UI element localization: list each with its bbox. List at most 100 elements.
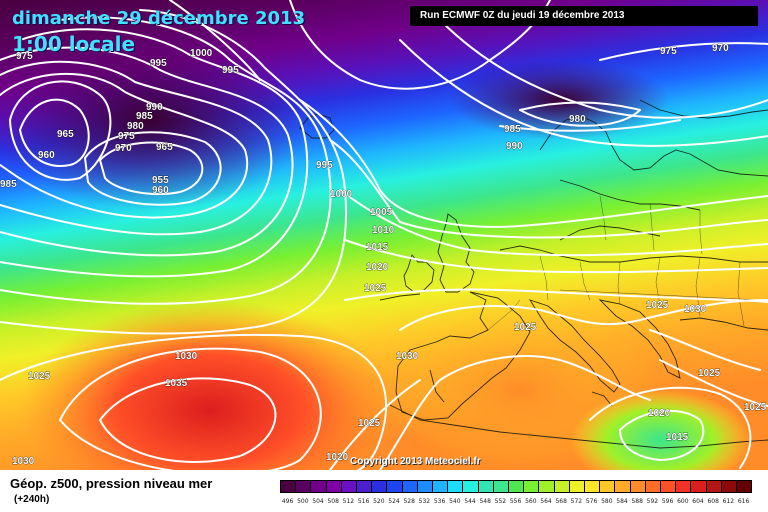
legend-swatch (644, 480, 661, 493)
legend-value: 564 (540, 498, 552, 505)
legend-swatch (432, 480, 449, 493)
legend-swatch (447, 480, 464, 493)
isobar-label: 970 (712, 43, 729, 54)
legend-value: 572 (570, 498, 583, 505)
legend-value: 500 (297, 498, 309, 505)
legend-swatch (538, 480, 555, 493)
isobar-label: 1030 (396, 351, 419, 362)
isobar-label: 1015 (666, 432, 689, 443)
legend-swatch (356, 480, 373, 493)
isobar-label: 1000 (190, 48, 213, 59)
legend-value: 552 (494, 498, 507, 505)
legend-value: 560 (525, 498, 537, 505)
isobar-label: 1035 (165, 378, 188, 389)
legend-swatch (599, 480, 616, 493)
isobar-labels: 975 1000 995 995 990 985 980 975 970 965… (0, 43, 767, 468)
lead-time: (+240h) (14, 494, 50, 505)
isobar-label: 980 (569, 114, 586, 125)
legend-value: 520 (373, 498, 385, 505)
copyright: Copyright 2013 Meteociel.fr (350, 456, 481, 467)
legend-value: 588 (631, 498, 643, 505)
legend-swatch (690, 480, 707, 493)
legend-swatch (340, 480, 357, 493)
legend-swatch (629, 480, 646, 493)
isobar-label: 985 (136, 111, 153, 122)
legend-value: 496 (281, 498, 294, 505)
legend-swatch (584, 480, 601, 493)
legend-value: 596 (661, 498, 674, 505)
isobar-label: 1030 (12, 456, 35, 467)
legend-value: 540 (449, 498, 461, 505)
legend-swatch (386, 480, 403, 493)
legend-swatch (568, 480, 585, 493)
legend-value: 576 (585, 498, 598, 505)
cold-pool-mediterranean (570, 390, 750, 470)
isobar-label: 1025 (358, 418, 381, 429)
legend-swatch (492, 480, 509, 493)
legend-value: 556 (509, 498, 522, 505)
legend-value: 604 (692, 498, 704, 505)
legend-value: 608 (707, 498, 719, 505)
legend-swatch (310, 480, 327, 493)
isobar-label: 1025 (28, 371, 51, 382)
isobar-label: 1020 (326, 452, 349, 463)
chart-title: Géop. z500, pression niveau mer (10, 476, 213, 491)
isobar-label: 955 (152, 175, 169, 186)
legend-swatch (462, 480, 479, 493)
legend-value: 528 (403, 498, 415, 505)
color-legend: 496 500 504 508 512 516 520 524 528 532 536 540 544 5… (280, 480, 760, 508)
legend-value: 616 (737, 498, 750, 505)
warm-core-atlantic (20, 300, 400, 470)
isobar-label: 1025 (514, 322, 537, 333)
isobar-label: 985 (504, 124, 521, 135)
legend-swatch (614, 480, 631, 493)
isobar-label: 1025 (744, 402, 767, 413)
isobar-label: 960 (38, 150, 55, 161)
legend-swatch (720, 480, 737, 493)
forecast-date: dimanche 29 décembre 2013 (12, 8, 306, 29)
isobar-label: 1025 (698, 368, 721, 379)
isobar-label: 975 (118, 131, 135, 142)
weather-map: 975 1000 995 995 990 985 980 975 970 965… (0, 0, 768, 470)
legend-value: 584 (616, 498, 628, 505)
run-info: Run ECMWF 0Z du jeudi 19 décembre 2013 (410, 6, 758, 26)
legend-swatch (477, 480, 494, 493)
legend-swatch (280, 480, 297, 493)
legend-swatch (705, 480, 722, 493)
isobar-lines (0, 0, 768, 470)
legend-swatch (508, 480, 525, 493)
legend-value: 612 (722, 498, 735, 505)
legend-swatch (523, 480, 540, 493)
legend-swatch (401, 480, 418, 493)
isobar-label: 975 (16, 51, 33, 62)
isobar-label: 1000 (330, 189, 353, 200)
isobar-label: 995 (222, 65, 239, 76)
legend-value: 548 (479, 498, 491, 505)
legend-value: 532 (418, 498, 431, 505)
legend-value: 524 (388, 498, 400, 505)
legend-swatch (660, 480, 677, 493)
isobar-label: 965 (156, 142, 173, 153)
legend-value: 508 (327, 498, 339, 505)
legend-value: 544 (464, 498, 476, 505)
legend-swatch (295, 480, 312, 493)
legend-value: 580 (601, 498, 613, 505)
isobar-label: 995 (316, 160, 333, 171)
isobar-label: 990 (146, 102, 163, 113)
isobar-label: 990 (506, 141, 523, 152)
legend-value: 568 (555, 498, 567, 505)
legend-value: 600 (677, 498, 689, 505)
isobar-label: 985 (0, 179, 17, 190)
isobar-label: 1005 (370, 207, 393, 218)
legend-swatch (371, 480, 388, 493)
footer: Géop. z500, pression niveau mer (+240h) … (0, 470, 768, 512)
isobar-label: 1025 (646, 300, 669, 311)
legend-swatch (553, 480, 570, 493)
isobar-label: 965 (57, 129, 74, 140)
isobar-label: 1010 (372, 225, 395, 236)
isobar-label: 1030 (684, 304, 707, 315)
isobar-label: 1030 (175, 351, 198, 362)
isobar-label: 1025 (364, 283, 387, 294)
legend-swatch (416, 480, 433, 493)
legend-value: 512 (342, 498, 355, 505)
